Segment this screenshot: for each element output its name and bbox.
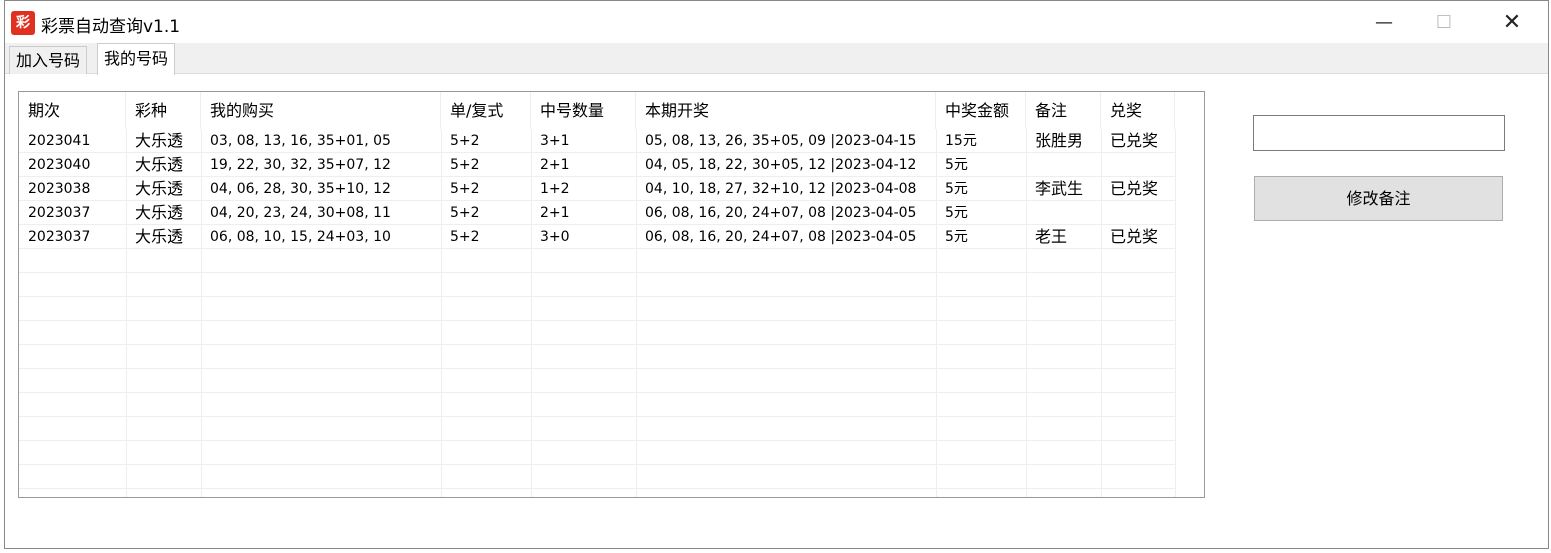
cell-period[interactable]: 2023038 (28, 181, 91, 197)
cell-redeem[interactable]: 已兑奖 (1110, 227, 1159, 246)
tab-add-number[interactable]: 加入号码 (9, 46, 88, 74)
cell-my-purchase[interactable]: 03, 08, 13, 16, 35+01, 05 (210, 133, 391, 149)
cell-my-purchase[interactable]: 04, 06, 28, 30, 35+10, 12 (210, 181, 391, 197)
cell-remark[interactable] (1026, 153, 1035, 177)
column-divider (201, 129, 202, 497)
cell-period[interactable]: 2023041 (28, 133, 91, 149)
remark-input[interactable] (1253, 115, 1505, 151)
row-divider (19, 200, 1175, 201)
cell-single-multiple[interactable]: 5+2 (450, 229, 480, 245)
cell-prize-amount[interactable]: 5元 (945, 157, 968, 173)
modify-remark-button[interactable]: 修改备注 (1254, 176, 1503, 221)
column-divider (1026, 129, 1027, 497)
row-divider (19, 176, 1175, 177)
cell-redeem[interactable] (1101, 201, 1110, 225)
row-divider (19, 224, 1175, 225)
cell-prize-amount[interactable]: 5元 (945, 229, 968, 245)
cell-match-count[interactable]: 3+0 (540, 229, 570, 245)
cell-match-count[interactable]: 2+1 (540, 157, 570, 173)
column-header-redeem[interactable]: 兑奖 (1101, 92, 1175, 129)
cell-prize-amount[interactable]: 15元 (945, 133, 977, 149)
cell-my-purchase[interactable]: 19, 22, 30, 32, 35+07, 12 (210, 157, 391, 173)
cell-lottery-type[interactable]: 大乐透 (135, 179, 184, 198)
cell-remark[interactable]: 老王 (1035, 227, 1068, 246)
app-logo-icon: 彩 (11, 11, 35, 35)
cell-period[interactable]: 2023040 (28, 157, 91, 173)
cell-lottery-type[interactable]: 大乐透 (135, 131, 184, 150)
row-divider (19, 368, 1175, 369)
column-divider (531, 129, 532, 497)
row-divider (19, 344, 1175, 345)
cell-period[interactable]: 2023037 (28, 205, 91, 221)
tab-my-numbers[interactable]: 我的号码 (97, 43, 176, 75)
cell-redeem[interactable]: 已兑奖 (1110, 131, 1159, 150)
row-divider (19, 296, 1175, 297)
cell-single-multiple[interactable]: 5+2 (450, 205, 480, 221)
cell-single-multiple[interactable]: 5+2 (450, 133, 480, 149)
row-divider (19, 440, 1175, 441)
row-divider (19, 392, 1175, 393)
cell-prize-amount[interactable]: 5元 (945, 205, 968, 221)
row-divider (19, 488, 1175, 489)
column-divider (441, 129, 442, 497)
cell-draw-result[interactable]: 06, 08, 16, 20, 24+07, 08 |2023-04-05 (645, 229, 917, 245)
cell-lottery-type[interactable]: 大乐透 (135, 155, 184, 174)
column-header-my-purchase[interactable]: 我的购买 (201, 92, 441, 129)
cell-remark[interactable] (1026, 201, 1035, 225)
cell-match-count[interactable]: 2+1 (540, 205, 570, 221)
maximize-button[interactable]: ☐ (1435, 12, 1453, 33)
row-divider (19, 464, 1175, 465)
column-divider (1175, 129, 1176, 497)
column-header-period[interactable]: 期次 (19, 92, 126, 129)
column-divider (636, 129, 637, 497)
numbers-table: 期次 彩种 我的购买 单/复式 中号数量 本期开奖 中奖金额 备注 兑奖 2023041 大乐透 03… (18, 91, 1205, 498)
cell-match-count[interactable]: 1+2 (540, 181, 570, 197)
window-title: 彩票自动查询v1.1 (41, 17, 181, 37)
cell-single-multiple[interactable]: 5+2 (450, 157, 480, 173)
column-divider (936, 129, 937, 497)
cell-draw-result[interactable]: 04, 05, 18, 22, 30+05, 12 |2023-04-12 (645, 157, 917, 173)
cell-single-multiple[interactable]: 5+2 (450, 181, 480, 197)
cell-redeem[interactable] (1101, 153, 1110, 177)
column-header-lottery-type[interactable]: 彩种 (126, 92, 201, 129)
column-header-remark[interactable]: 备注 (1026, 92, 1101, 129)
column-divider (1101, 129, 1102, 497)
cell-my-purchase[interactable]: 06, 08, 10, 15, 24+03, 10 (210, 229, 391, 245)
cell-draw-result[interactable]: 04, 10, 18, 27, 32+10, 12 |2023-04-08 (645, 181, 917, 197)
column-header-single-multiple[interactable]: 单/复式 (441, 92, 531, 129)
app-window: 彩 彩票自动查询v1.1 — ☐ ✕ 加入号码 我的号码 期次 彩种 我的购买 单/复… (4, 0, 1549, 549)
row-divider (19, 320, 1175, 321)
cell-redeem[interactable]: 已兑奖 (1110, 179, 1159, 198)
title-bar: 彩 彩票自动查询v1.1 — ☐ ✕ (5, 1, 1548, 43)
row-divider (19, 152, 1175, 153)
cell-period[interactable]: 2023037 (28, 229, 91, 245)
cell-remark[interactable]: 张胜男 (1035, 131, 1084, 150)
cell-my-purchase[interactable]: 04, 20, 23, 24, 30+08, 11 (210, 205, 391, 221)
tab-strip: 加入号码 我的号码 (5, 43, 1548, 75)
cell-match-count[interactable]: 3+1 (540, 133, 570, 149)
column-divider (126, 129, 127, 497)
cell-draw-result[interactable]: 05, 08, 13, 26, 35+05, 09 |2023-04-15 (645, 133, 917, 149)
cell-remark[interactable]: 李武生 (1035, 179, 1084, 198)
row-divider (19, 248, 1175, 249)
column-header-draw-result[interactable]: 本期开奖 (636, 92, 936, 129)
row-divider (19, 416, 1175, 417)
column-header-prize-amount[interactable]: 中奖金额 (936, 92, 1026, 129)
cell-draw-result[interactable]: 06, 08, 16, 20, 24+07, 08 |2023-04-05 (645, 205, 917, 221)
cell-prize-amount[interactable]: 5元 (945, 181, 968, 197)
close-button[interactable]: ✕ (1502, 10, 1522, 35)
cell-lottery-type[interactable]: 大乐透 (135, 227, 184, 246)
cell-lottery-type[interactable]: 大乐透 (135, 203, 184, 222)
minimize-button[interactable]: — (1375, 12, 1393, 33)
column-header-match-count[interactable]: 中号数量 (531, 92, 636, 129)
row-divider (19, 272, 1175, 273)
